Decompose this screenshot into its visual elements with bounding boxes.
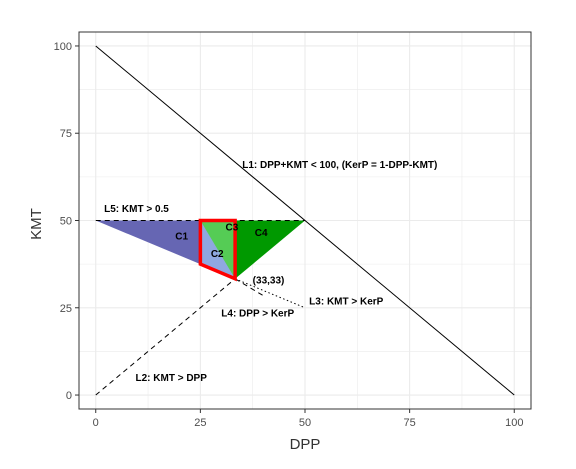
y-tick-label: 50 — [60, 216, 72, 228]
x-tick-label: 25 — [194, 417, 206, 429]
annotation-label: L3: KMT > KerP — [309, 296, 384, 307]
axes: 0 25 50 75 100 0 25 50 75 100 — [54, 31, 532, 429]
annotation-label: L4: DPP > KerP — [221, 308, 294, 319]
annotation-label: L5: KMT > 0.5 — [104, 204, 169, 215]
annotation-label: C3 — [225, 222, 238, 233]
annotation-label: C2 — [211, 249, 224, 260]
lines — [95, 45, 515, 396]
annotation-label: C4 — [255, 228, 268, 239]
x-tick-label: 100 — [505, 417, 523, 429]
y-tick-label: 0 — [66, 390, 72, 402]
region-c3 — [200, 220, 236, 279]
x-tick-label: 50 — [299, 417, 311, 429]
y-tick-label: 25 — [60, 303, 72, 315]
line-l2 — [95, 278, 236, 396]
annotation-label: L1: DPP+KMT < 100, (KerP = 1-DPP-KMT) — [242, 160, 437, 171]
line-l3 — [234, 278, 306, 309]
annotation-label: (33,33) — [253, 275, 285, 286]
annotation-label: C1 — [175, 232, 188, 243]
y-tick-label: 100 — [54, 41, 72, 53]
annotations: L1: DPP+KMT < 100, (KerP = 1-DPP-KMT) L5:… — [104, 160, 437, 384]
highlight-outline — [198, 218, 237, 282]
highlight — [198, 218, 237, 282]
x-axis-title: DPP — [290, 436, 321, 453]
x-tick-label: 0 — [93, 417, 99, 429]
region-c1 — [95, 220, 201, 265]
line-l4 — [234, 278, 264, 296]
regions — [95, 220, 305, 279]
y-axis-title: KMT — [28, 208, 45, 240]
annotation-label: L2: KMT > DPP — [136, 373, 208, 384]
x-tick-label: 75 — [404, 417, 416, 429]
y-tick-label: 75 — [60, 128, 72, 140]
region-c4 — [235, 220, 305, 279]
